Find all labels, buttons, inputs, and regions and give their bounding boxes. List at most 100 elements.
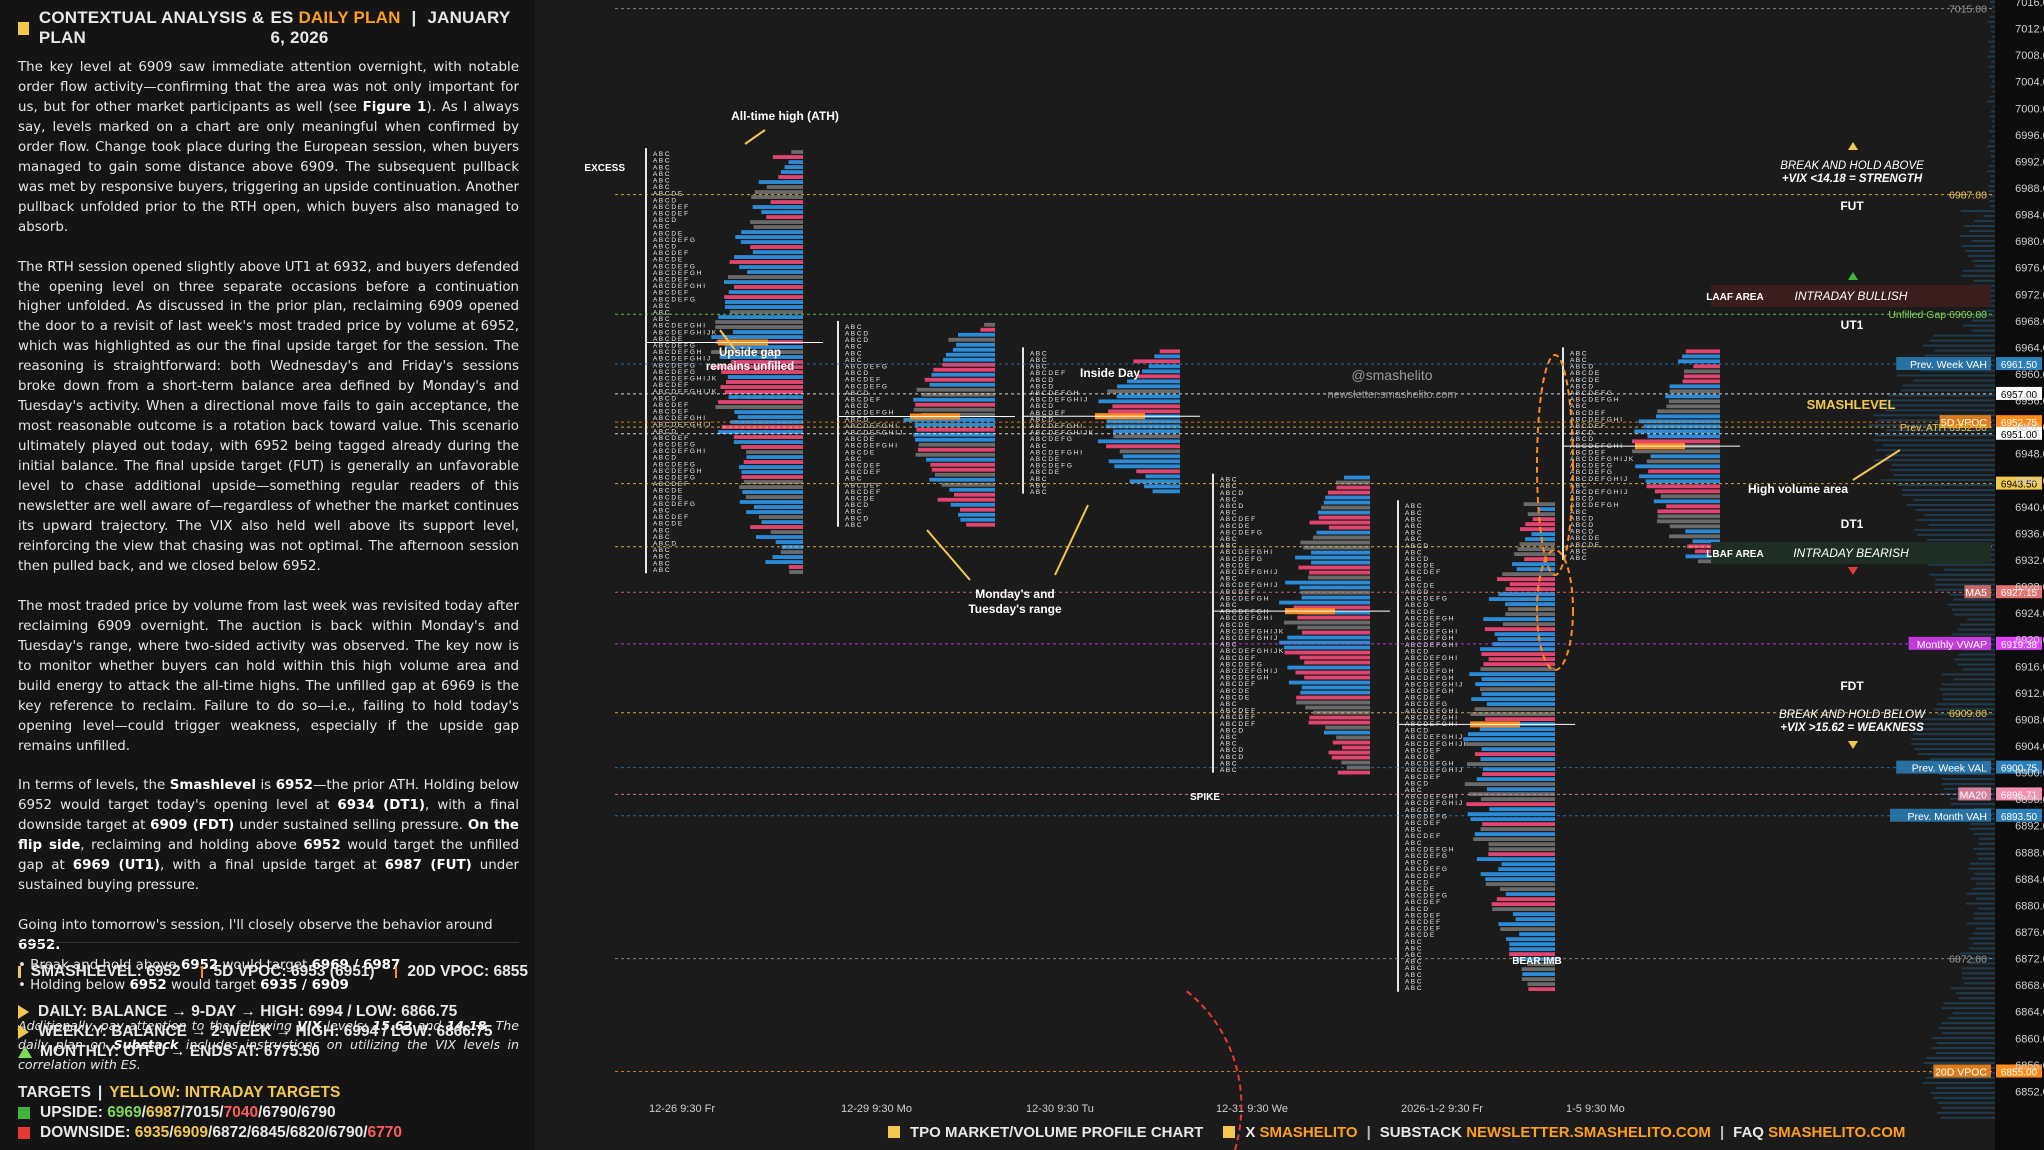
tpo-letters: A B C D E F G H I J (653, 356, 710, 363)
volume-bar (1941, 782, 1995, 785)
tpo-letters: A B C (653, 567, 670, 574)
volume-bar (1498, 922, 1555, 927)
volume-bar (1481, 747, 1555, 752)
volume-bar (765, 560, 803, 564)
tpo-letters: A B C D E F G H (1405, 615, 1454, 622)
volume-bar (1924, 513, 1995, 516)
high-volume-area-label: High volume area (1748, 482, 1848, 496)
tpo-letters: A B C D E (1405, 754, 1435, 761)
footer-x-link[interactable]: SMASHELITO (1259, 1123, 1358, 1141)
volume-bar (1502, 622, 1555, 627)
volume-bar (1304, 675, 1370, 680)
level-box-value: 6919.38 (2001, 640, 2038, 651)
price-tick-label: 6880.00 (2015, 900, 2044, 912)
tpo-letters: A B C D E F G (1030, 463, 1072, 470)
volume-bar (1936, 703, 1995, 706)
volume-bar (1470, 817, 1555, 822)
tpo-letters: A B C (845, 324, 862, 331)
volume-bar (1505, 602, 1555, 607)
volume-bar (1937, 1111, 1995, 1114)
tpo-letters: A B C (653, 171, 670, 178)
tpo-letters: A B C D E F (1405, 662, 1440, 669)
tpo-letters: A B C (1570, 555, 1587, 562)
level-tag (1964, 585, 1991, 599)
volume-bar (770, 200, 803, 204)
volume-bar (1505, 587, 1555, 592)
volume-bar (1501, 862, 1555, 867)
tpo-letters: A B C D E F (1570, 449, 1605, 456)
price-tick-label: 6948.00 (2015, 449, 2044, 461)
b2-d: 6935 / 6909 (260, 978, 349, 994)
gap-label-1: Upside gap (719, 347, 781, 359)
tpo-letters: A B C (845, 357, 862, 364)
volume-bar (1521, 967, 1555, 972)
volume-bar (1475, 682, 1555, 687)
volume-bar (1287, 635, 1370, 640)
price-tick-label: 6868.00 (2015, 980, 2044, 992)
p4-b: Smashlevel (169, 778, 256, 794)
volume-bar (1481, 692, 1555, 697)
volume-bar (1936, 1052, 1995, 1055)
volume-bar (916, 387, 995, 392)
volume-bar (1896, 484, 1995, 487)
spike-label: SPIKE (1190, 792, 1220, 803)
volume-bar (1341, 760, 1370, 765)
price-tick-label: 7000.00 (2015, 103, 2044, 115)
tpo-letters: A B C D E F G H I J (1405, 734, 1462, 741)
tpo-letters: A B C D E F (653, 435, 688, 442)
volume-bar (1888, 394, 1995, 397)
volume-bar (751, 195, 803, 199)
tpo-letters: A B C D (1405, 906, 1428, 913)
volume-bar (1301, 595, 1370, 600)
p4-i: under sustained selling pressure. (234, 818, 468, 834)
tpo-letters: A B C D (1220, 754, 1243, 761)
slash: / (258, 1104, 263, 1121)
volume-bar (1981, 309, 1995, 312)
tpo-letters: A B C D (653, 428, 676, 435)
volume-bar (1525, 522, 1555, 527)
volume-bar (1494, 632, 1555, 637)
vpoc-row: SMASHLEVEL: 6952 5D VPOC: 6953 (6951) 20… (18, 962, 528, 982)
volume-bar (753, 225, 803, 229)
tpo-letters: A B C (1405, 549, 1422, 556)
level-6961.5: 6961.50 Prev. Week VAH (615, 357, 2042, 371)
footer-substack-link[interactable]: NEWSLETTER.SMASHELITO.COM (1466, 1123, 1711, 1141)
volume-bar (1496, 897, 1555, 902)
volume-bar (1988, 185, 1995, 188)
volume-bar (1943, 1002, 1995, 1005)
volume-bar (1499, 887, 1555, 892)
volume-bar (1525, 537, 1555, 542)
tpo-letters: A B C D E F G H (1405, 846, 1454, 853)
tpo-letters: A B C (1405, 959, 1422, 966)
level-6952.75: 6952.75 5D VPOC (615, 415, 2042, 429)
tpo-letters: A B C (1220, 496, 1237, 503)
volume-bar (710, 365, 803, 369)
tpo-profile-chart: A B CA B CA B CA B CA B CA B CA B C D EA… (535, 0, 2044, 1150)
tpo-letters: A B C (1405, 827, 1422, 834)
paragraph-4: In terms of levels, the Smashlevel is 69… (18, 776, 519, 896)
session-6: A B CA B CA B C DA B C D EA B C D EA B C… (1562, 347, 1740, 564)
tpo-letters: A B C D (845, 515, 868, 522)
volume-bar (1509, 952, 1555, 957)
volume-bar (1509, 942, 1555, 947)
time-axis: 12-26 9:30 Fr 12-29 9:30 Mo 12-30 9:30 Tu 1… (649, 1103, 1625, 1115)
volume-bar (1301, 630, 1370, 635)
analysis-text: The key level at 6909 saw immediate atte… (18, 58, 519, 1094)
tpo-letters: A B C D E F (845, 462, 880, 469)
tpo-letters: A B C (845, 350, 862, 357)
tpo-letters: A B C D E F G H I (1570, 416, 1622, 423)
volume-bar (1488, 657, 1555, 662)
tpo-letters: A B C D E F G (653, 362, 695, 369)
tpo-letters: A B C D (845, 330, 868, 337)
volume-bar (1977, 857, 1995, 860)
volume-bar (1299, 655, 1370, 660)
price-tick-label: 6996.00 (2015, 130, 2044, 142)
footer-faq-link[interactable]: SMASHELITO.COM (1768, 1123, 1906, 1141)
tpo-letters: A B C D E F G (1405, 813, 1447, 820)
tpo-letters: A B C (1030, 357, 1047, 364)
volume-bar (1473, 837, 1555, 842)
volume-bar (1488, 842, 1555, 847)
volume-bar (913, 432, 995, 437)
date-label: 1-5 9:30 Mo (1566, 1103, 1625, 1115)
volume-bar (1311, 560, 1370, 565)
